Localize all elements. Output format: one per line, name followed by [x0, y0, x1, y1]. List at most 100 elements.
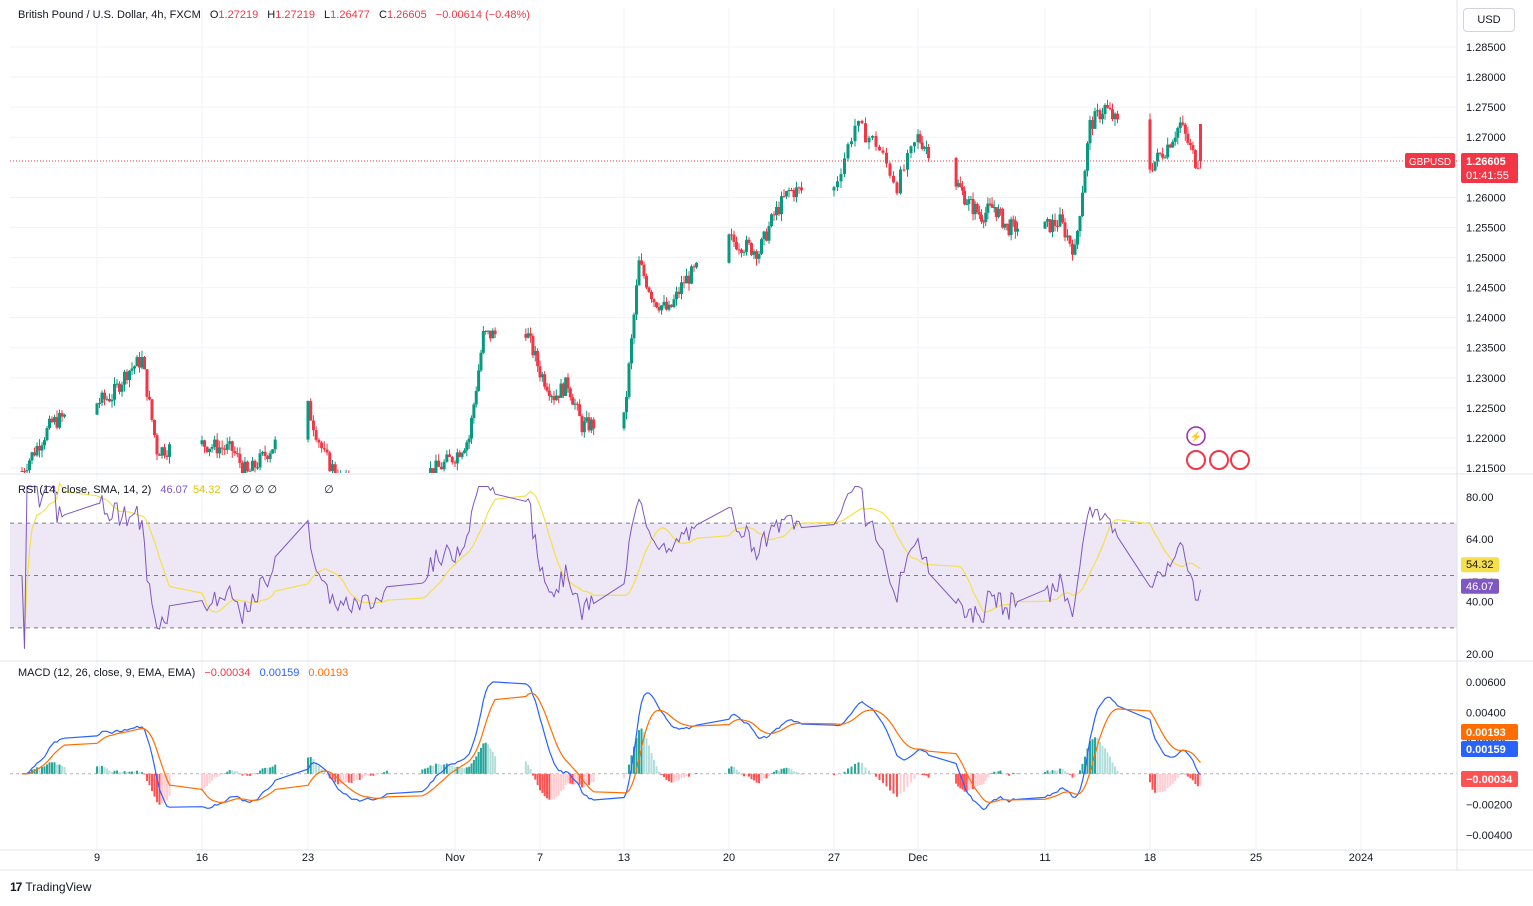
- tradingview-brand[interactable]: 17 TradingView: [10, 880, 91, 894]
- candle-body: [1043, 221, 1047, 229]
- macd-hist-bar: [927, 773, 930, 778]
- macd-hist-bar: [203, 773, 206, 789]
- candle-body: [1106, 104, 1109, 108]
- candle-body: [1171, 141, 1175, 148]
- candle-body: [1156, 152, 1160, 162]
- candle-body: [311, 420, 315, 431]
- candle-body: [652, 299, 656, 303]
- macd-hist-bar: [350, 773, 353, 783]
- macd-hist-bar: [456, 766, 459, 774]
- macd-hist-bar: [592, 773, 595, 782]
- macd-hist-bar: [136, 770, 138, 774]
- macd-hist-bar: [1003, 773, 1006, 775]
- price-tick-label: 1.27500: [1466, 102, 1506, 114]
- uk-flag-icon[interactable]: [1186, 450, 1206, 470]
- macd-hist-bar: [323, 771, 326, 774]
- macd-hist-bar: [583, 773, 586, 787]
- rsi-badge-label: 46.07: [1466, 581, 1494, 593]
- candle-body: [1001, 209, 1005, 228]
- candle-body: [1101, 114, 1104, 120]
- candle-body: [888, 163, 892, 176]
- macd-hist-bar: [331, 773, 334, 780]
- candle-body: [536, 350, 540, 367]
- candle-body: [233, 450, 237, 454]
- macd-hist-bar: [101, 765, 103, 774]
- macd-legend[interactable]: MACD (12, 26, close, 9, EMA, EMA) −0.000…: [18, 667, 354, 679]
- macd-hist-bar: [1046, 770, 1049, 774]
- symbol-legend[interactable]: British Pound / U.S. Dollar, 4h, FXCM O1…: [18, 9, 536, 21]
- event-icons[interactable]: ⚡: [1186, 426, 1250, 470]
- rsi-legend[interactable]: RSI (14, close, SMA, 14, 2) 46.07 54.32 …: [18, 483, 340, 496]
- candle-body: [1168, 144, 1172, 148]
- candle-body: [790, 189, 793, 191]
- candle-body: [554, 395, 558, 401]
- lightning-icon[interactable]: [1186, 426, 1206, 446]
- candle-body: [100, 392, 104, 403]
- candle-body: [1083, 170, 1087, 193]
- macd-hist-bar: [274, 764, 277, 774]
- candle-body: [1015, 228, 1019, 232]
- macd-hist-bar: [143, 773, 146, 775]
- macd-hist-bar: [840, 773, 842, 775]
- macd-hist-bar: [369, 773, 372, 776]
- macd-hist-bar: [921, 773, 924, 775]
- macd-tick-label: −0.00200: [1466, 799, 1512, 811]
- macd-hist-bar: [889, 773, 891, 791]
- candle-body: [627, 363, 631, 397]
- candle-body: [465, 442, 469, 451]
- macd-hist-bar: [56, 764, 58, 774]
- macd-hist-bar: [773, 771, 775, 774]
- candle-body: [573, 403, 577, 405]
- candle-body: [215, 439, 219, 454]
- candle-body: [248, 470, 252, 472]
- candle-body: [675, 291, 678, 300]
- macd-hist-bar: [760, 773, 763, 781]
- macd-hist-bar: [534, 773, 537, 780]
- macd-hist-bar: [46, 764, 48, 774]
- candle-body: [971, 198, 975, 215]
- time-tick-label: 2024: [1349, 852, 1373, 864]
- candle-body: [45, 428, 49, 441]
- candle-body: [918, 134, 922, 143]
- currency-button[interactable]: USD: [1463, 8, 1515, 32]
- candle-body: [867, 137, 871, 143]
- macd-hist-bar: [484, 742, 487, 774]
- macd-hist-bar: [317, 765, 320, 774]
- macd-hist-bar: [560, 773, 562, 792]
- macd-hist-bar: [491, 751, 494, 774]
- macd-hist-bar: [61, 765, 63, 774]
- macd-hist-bar: [269, 767, 272, 774]
- candle-body: [902, 169, 906, 171]
- candle-body: [1063, 222, 1067, 238]
- macd-hist-bar: [750, 773, 753, 780]
- candle-body: [306, 401, 310, 440]
- candle-body: [580, 416, 584, 433]
- us-flag-icon[interactable]: [1209, 450, 1229, 470]
- candle-body: [200, 440, 204, 445]
- macd-hist-bar: [980, 773, 983, 785]
- macd-hist-bar: [1059, 768, 1061, 774]
- candle-body: [48, 418, 51, 429]
- candle-body: [795, 187, 798, 198]
- candle-body: [163, 447, 166, 456]
- macd-hist-bar: [588, 773, 590, 785]
- candle-body: [885, 152, 888, 164]
- macd-hist-bar: [899, 773, 902, 795]
- macd-hist-bar: [623, 773, 625, 779]
- last-price-badge: [1461, 152, 1518, 183]
- macd-hist-bar: [487, 744, 490, 774]
- macd-hist-bar: [633, 746, 635, 774]
- macd-hist-bar: [432, 765, 435, 774]
- candle-body: [557, 395, 561, 398]
- macd-hist-bar: [1111, 762, 1114, 774]
- macd-hist-bar: [658, 771, 660, 774]
- candle-body: [474, 390, 478, 405]
- rsi-sma-badge-label: 54.32: [1466, 559, 1494, 571]
- price-tick-label: 1.24500: [1466, 283, 1506, 295]
- uk-flag-icon[interactable]: [1230, 450, 1250, 470]
- candle-body: [470, 417, 474, 439]
- candle-body: [213, 439, 217, 447]
- candle-body: [426, 479, 429, 481]
- candle-body: [140, 357, 144, 368]
